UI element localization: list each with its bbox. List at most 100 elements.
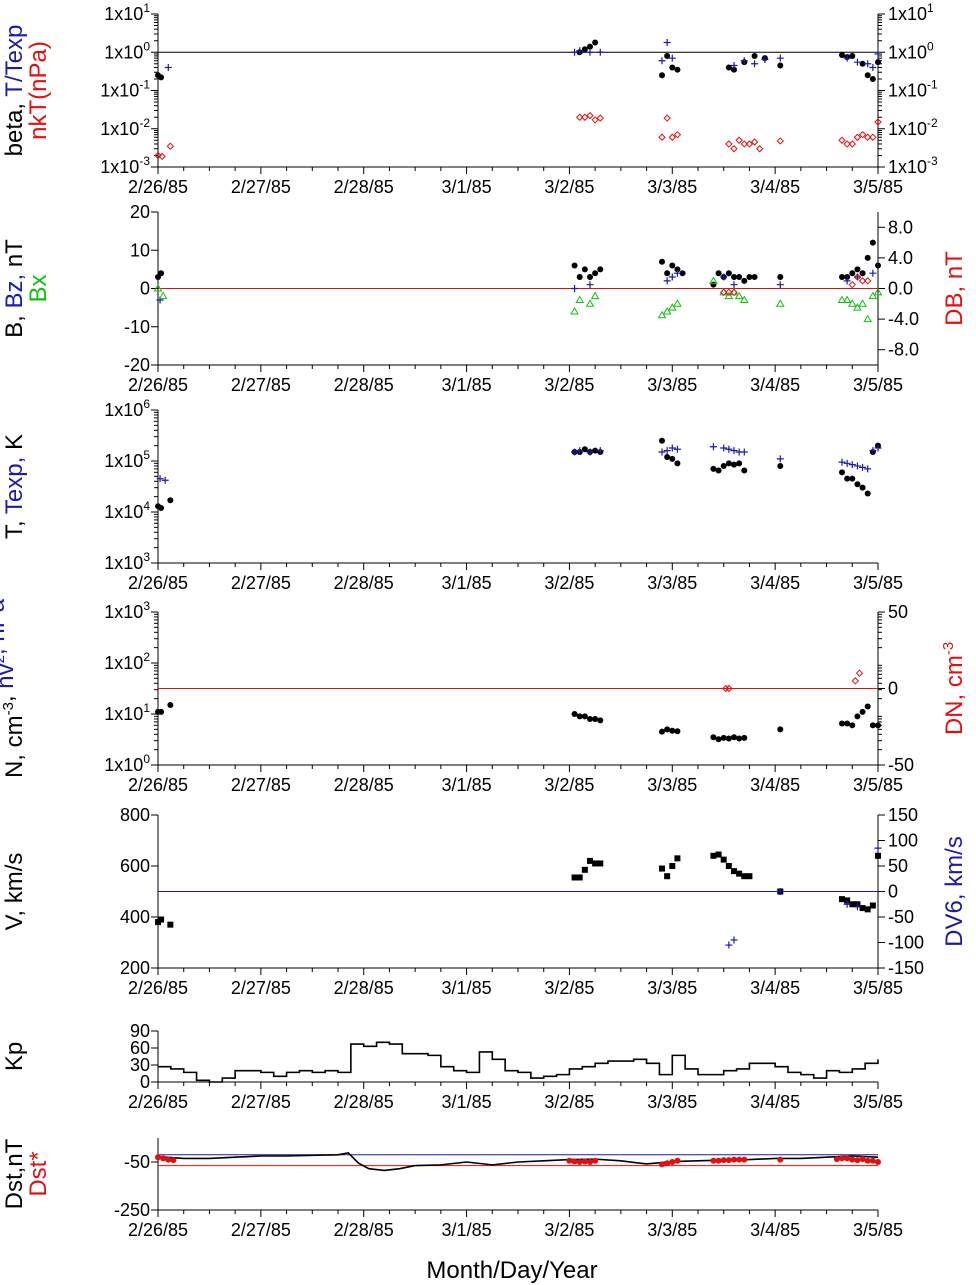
y-axis-label: Bx: [25, 274, 52, 302]
y-tick-label: 1x100: [104, 752, 150, 775]
right-y-tick-label: 0: [888, 882, 898, 902]
x-tick-label: 2/26/85: [128, 1220, 188, 1240]
data-point: [170, 1157, 177, 1164]
data-point: [849, 901, 856, 908]
data-point: [730, 281, 738, 289]
data-point: [669, 1159, 676, 1165]
data-point: [597, 266, 604, 273]
data-point: [722, 684, 730, 693]
x-tick-label: 3/1/85: [442, 177, 492, 197]
right-y-tick-label: 50: [888, 856, 908, 876]
right-y-tick-label: -50: [888, 907, 914, 927]
data-point: [869, 75, 876, 82]
x-tick-label: 2/28/85: [334, 1220, 394, 1240]
data-point: [730, 145, 738, 153]
x-tick-label: 3/4/85: [750, 1220, 800, 1240]
data-point: [720, 1157, 727, 1164]
data-point: [730, 447, 738, 455]
data-point: [725, 1157, 732, 1164]
data-point: [657, 310, 667, 319]
data-point: [848, 461, 856, 469]
panel-beta: 1x101 1x100 1x10-1 1x10-2 1x10-3 1x101 1x100 1x…: [1, 1, 938, 197]
x-tick-label: 3/3/85: [647, 775, 697, 795]
data-point: [664, 52, 671, 59]
data-point: [864, 254, 871, 261]
y-tick-label: 20: [130, 202, 150, 222]
data-point: [777, 1156, 784, 1163]
data-point: [662, 306, 672, 315]
data-point: [731, 274, 737, 281]
data-point: [581, 866, 588, 873]
data-point: [848, 140, 856, 148]
right-y-tick-label: 50: [888, 602, 908, 622]
data-point: [736, 274, 743, 281]
data-point: [839, 720, 845, 727]
data-point: [663, 38, 671, 46]
data-point: [587, 43, 593, 50]
data-point: [730, 936, 738, 944]
x-tick-label: 2/26/85: [128, 978, 188, 998]
x-tick-label: 3/2/85: [544, 375, 594, 395]
data-point: [158, 708, 165, 715]
data-point: [167, 921, 174, 928]
data-point: [849, 1156, 856, 1163]
right-y-tick-label: -8.0: [888, 340, 919, 360]
data-point: [849, 475, 856, 482]
data-point: [674, 66, 681, 73]
data-point: [859, 60, 866, 67]
data-point: [715, 851, 722, 858]
right-axis-label: DN, cm-3: [940, 642, 968, 735]
data-point: [869, 63, 877, 71]
data-point: [571, 285, 579, 292]
data-point: [673, 299, 682, 307]
data-point: [875, 852, 881, 859]
data-point: [854, 481, 861, 488]
x-axis-title: Month/Day/Year: [426, 1257, 597, 1284]
data-point: [597, 717, 604, 724]
x-tick-label: 3/4/85: [750, 1092, 800, 1112]
data-point: [576, 713, 583, 720]
data-point: [571, 448, 579, 456]
data-point: [864, 277, 872, 285]
data-point: [592, 1157, 599, 1164]
data-point: [725, 140, 733, 148]
data-point: [855, 669, 864, 677]
data-point: [869, 269, 877, 277]
data-point: [581, 113, 589, 121]
y-tick-label: 400: [120, 907, 150, 927]
data-point: [777, 274, 784, 281]
data-point: [746, 873, 753, 880]
data-point: [587, 1159, 593, 1165]
data-point: [740, 448, 748, 456]
y-tick-label: 1x103: [104, 550, 150, 573]
data-point: [664, 726, 671, 733]
data-point: [164, 63, 172, 71]
data-point: [844, 720, 851, 727]
series-line: [157, 1152, 879, 1172]
data-point: [709, 443, 717, 451]
data-point: [166, 142, 175, 150]
x-tick-label: 2/28/85: [334, 1092, 394, 1112]
x-tick-label: 2/28/85: [334, 978, 394, 998]
x-tick-label: 3/4/85: [750, 375, 800, 395]
data-point: [776, 888, 784, 895]
data-point: [669, 455, 676, 462]
data-point: [842, 295, 852, 303]
x-tick-label: 2/27/85: [231, 1220, 291, 1240]
panel-velocity: 800 600 400 200 150 100 50 0 -50 -100 -150 2/26/85 2…: [1, 805, 968, 998]
data-point: [659, 437, 665, 444]
data-point: [590, 291, 600, 300]
data-point: [669, 262, 676, 269]
data-point: [724, 291, 734, 300]
data-point: [736, 1156, 743, 1163]
x-tick-label: 3/3/85: [647, 573, 697, 593]
data-point: [859, 270, 866, 277]
data-point: [844, 475, 851, 482]
data-point: [844, 1155, 851, 1162]
y-tick-label: 800: [120, 805, 150, 825]
data-point: [570, 306, 579, 315]
data-point: [592, 860, 599, 867]
data-point: [581, 713, 588, 720]
data-point: [581, 1158, 588, 1165]
